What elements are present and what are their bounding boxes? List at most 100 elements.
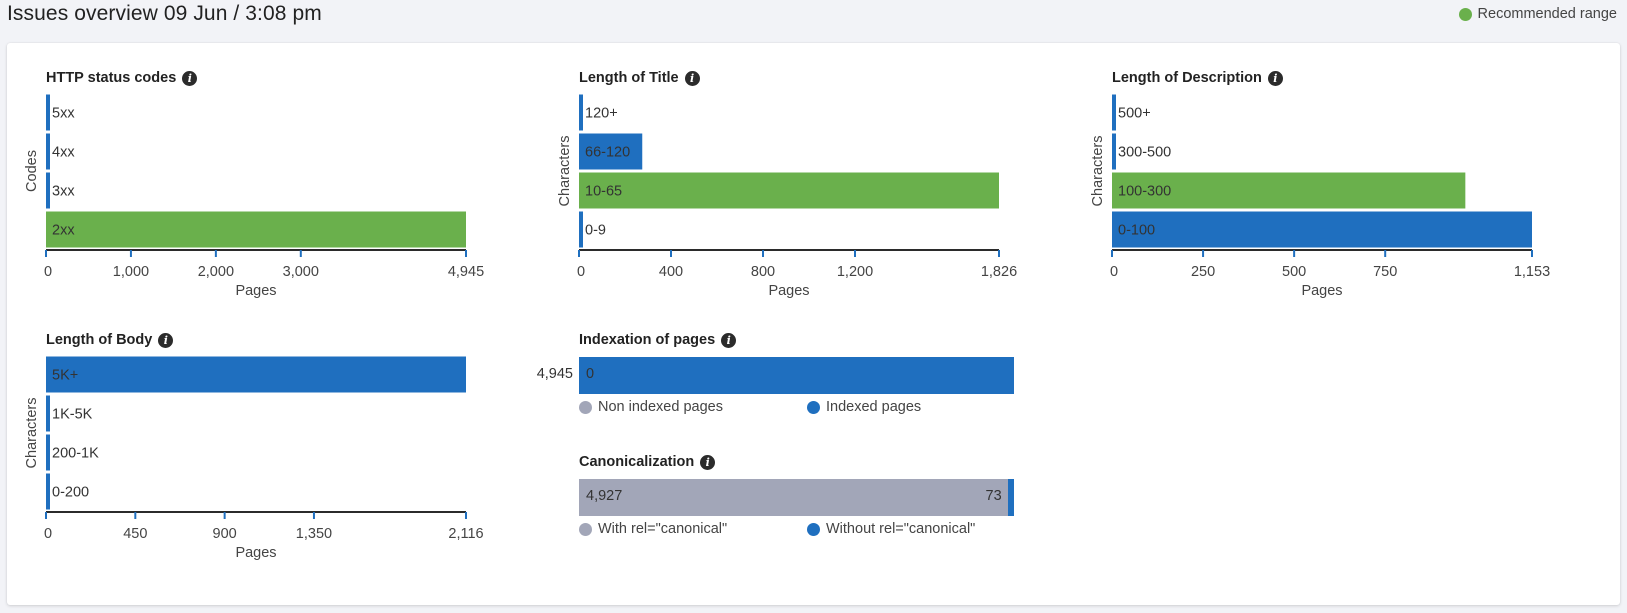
chart-title: Length of Description i (1112, 69, 1283, 87)
category-label-300-500: 300-500 (1118, 145, 1171, 161)
category-label-120: 120+ (585, 106, 618, 122)
chart-panel-indexation-of-pages: Indexation of pages i 0 4,945 Non indexed pa… (537, 331, 1039, 441)
x-tick-label: 2,116 (448, 526, 483, 542)
chart-title: Length of Title i (579, 69, 700, 87)
bar-10-65[interactable] (579, 172, 999, 209)
legend-label: Indexed pages (826, 399, 922, 415)
x-tick-label: 1,350 (296, 526, 332, 542)
issues-overview-card: HTTP status codes i 5xx 4xx 3xx 2xx 0 1,000 2,00… (7, 43, 1620, 605)
category-label-5k: 5K+ (52, 368, 78, 384)
value-label-without-rel-canonical: 73 (985, 488, 1002, 504)
x-axis-label: Pages (235, 545, 276, 561)
bar-500[interactable] (1112, 94, 1116, 131)
chart-title-text: HTTP status codes (46, 70, 177, 86)
x-tick-label: 500 (1282, 264, 1306, 280)
chart-svg: 120+ 66-120 10-65 0-9 0 400 800 1,200 1,826 Pages… (557, 94, 1017, 299)
chart-title: Length of Body i (46, 331, 174, 349)
bar-300-500[interactable] (1112, 133, 1116, 170)
segment-indexed-pages[interactable] (579, 357, 1014, 394)
segment-with-rel-canonical[interactable] (579, 479, 1008, 516)
segment-without-rel-canonical[interactable] (1007, 479, 1014, 516)
legend-item-without-rel-canonical: Without rel="canonical" (807, 521, 975, 537)
legend-item-indexed-pages: Indexed pages (807, 399, 921, 415)
chart-svg: 5K+ 1K-5K 200-1K 0-200 0 450 900 1,350 2,116 Page… (24, 356, 484, 561)
category-label-66-120: 66-120 (585, 145, 630, 161)
category-label-3xx: 3xx (52, 184, 75, 200)
chart-panel-canonicalization: Canonicalization i 4,927 73 With rel="canoni… (579, 453, 1039, 563)
y-axis-label: Codes (24, 150, 40, 192)
info-icon[interactable]: i (700, 454, 716, 470)
x-tick-label: 0 (44, 526, 52, 542)
chart-svg: 500+ 300-500 100-300 0-100 0 250 500 750 1,153 Pa… (1090, 94, 1550, 299)
x-tick-label: 3,000 (283, 264, 319, 280)
legend-label: Without rel="canonical" (826, 521, 976, 537)
chart-svg: 5xx 4xx 3xx 2xx 0 1,000 2,000 3,000 4,945 Pages Co… (24, 94, 484, 299)
value-label-indexed-pages: 4,945 (536, 366, 573, 382)
chart-title-text: Length of Body (46, 332, 153, 348)
category-label-4xx: 4xx (52, 145, 75, 161)
bar-3xx[interactable] (46, 172, 50, 209)
bar-120[interactable] (579, 94, 583, 131)
chart-title: Canonicalization i (579, 453, 716, 471)
x-tick-label: 800 (751, 264, 775, 280)
x-tick-label: 1,200 (837, 264, 873, 280)
chart-title-text: Length of Description (1112, 70, 1262, 86)
bar-5k[interactable] (46, 356, 466, 393)
category-label-2xx: 2xx (52, 223, 75, 239)
x-tick-label: 750 (1373, 264, 1397, 280)
value-label-with-rel-canonical: 4,927 (586, 488, 623, 504)
chart-panel-length-of-title: Length of Title i 120+ 66-120 10-65 0-9 0 400 80… (555, 69, 1035, 319)
recommended-range-legend: Recommended range (1458, 6, 1617, 22)
chart-title: HTTP status codes i (46, 69, 198, 87)
chart-title-text: Canonicalization (579, 454, 695, 470)
category-label-200-1k: 200-1K (52, 446, 99, 462)
x-tick-label: 250 (1191, 264, 1215, 280)
chart-panel-length-of-description: Length of Description i 500+ 300-500 100-300… (1088, 69, 1568, 319)
category-label-0-200: 0-200 (52, 485, 89, 501)
bar-0-100[interactable] (1112, 211, 1532, 248)
legend-dot (807, 400, 820, 414)
bar-100-300[interactable] (1112, 172, 1466, 209)
chart-panel-length-of-body: Length of Body i 5K+ 1K-5K 200-1K 0-200 0 450 90… (22, 331, 502, 581)
x-tick-label: 0 (577, 264, 585, 280)
info-icon[interactable]: i (182, 70, 198, 86)
x-tick-label: 400 (659, 264, 683, 280)
y-axis-label: Characters (24, 398, 40, 469)
bar-0-200[interactable] (46, 473, 50, 510)
x-tick-label: 0 (1110, 264, 1118, 280)
bar-1k-5k[interactable] (46, 395, 50, 432)
category-label-0-9: 0-9 (585, 223, 606, 239)
x-tick-label: 450 (123, 526, 147, 542)
y-axis-label: Characters (557, 136, 573, 207)
category-label-100-300: 100-300 (1118, 184, 1171, 200)
bar-2xx[interactable] (46, 211, 466, 248)
x-axis-label: Pages (768, 283, 809, 299)
bar-200-1k[interactable] (46, 434, 50, 471)
info-icon[interactable]: i (721, 332, 737, 348)
x-tick-label: 4,945 (448, 264, 484, 280)
category-label-500: 500+ (1118, 106, 1151, 122)
bar-5xx[interactable] (46, 94, 50, 131)
category-label-0-100: 0-100 (1118, 223, 1155, 239)
x-tick-label: 1,000 (113, 264, 149, 280)
category-label-5xx: 5xx (52, 106, 75, 122)
legend-dot (579, 400, 592, 414)
x-tick-label: 1,826 (981, 264, 1017, 280)
legend-item-with-rel-canonical: With rel="canonical" (579, 521, 727, 537)
stacked-bar (579, 479, 1014, 516)
legend-label: Non indexed pages (598, 399, 723, 415)
info-icon[interactable]: i (684, 70, 700, 86)
bar-0-9[interactable] (579, 211, 583, 248)
info-icon[interactable]: i (158, 332, 174, 348)
y-axis-label: Characters (1090, 136, 1106, 207)
legend-label: With rel="canonical" (598, 521, 728, 537)
legend-dot (807, 522, 820, 536)
x-tick-label: 900 (213, 526, 237, 542)
bar-66-120[interactable] (579, 133, 643, 170)
x-tick-label: 2,000 (198, 264, 234, 280)
x-axis-label: Pages (235, 283, 276, 299)
category-label-1k-5k: 1K-5K (52, 407, 93, 423)
chart-title-text: Length of Title (579, 70, 679, 86)
info-icon[interactable]: i (1267, 70, 1283, 86)
bar-4xx[interactable] (46, 133, 50, 170)
